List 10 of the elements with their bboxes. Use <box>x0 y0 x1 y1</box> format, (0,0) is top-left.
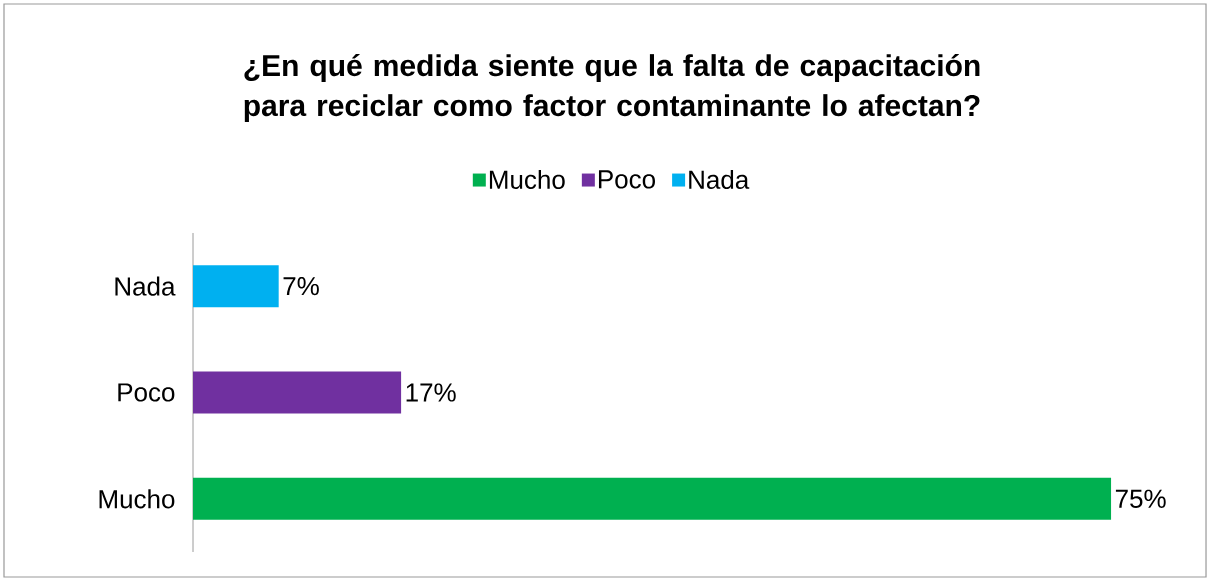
chart-title: ¿En qué medida siente que la falta de capacitación para reciclar como factor contaminante lo afectan? <box>244 53 980 123</box>
y-tick-label: Poco <box>118 383 175 402</box>
legend-label: Nada <box>689 169 750 189</box>
y-tick-label: Mucho <box>99 489 175 509</box>
data-label: 75% <box>1115 489 1166 508</box>
legend-label: Poco <box>598 170 655 189</box>
legend-label: Mucho <box>489 169 565 189</box>
y-tick-label: Nada <box>115 276 176 296</box>
data-label: 17% <box>406 383 456 402</box>
data-label: 7% <box>283 277 319 296</box>
